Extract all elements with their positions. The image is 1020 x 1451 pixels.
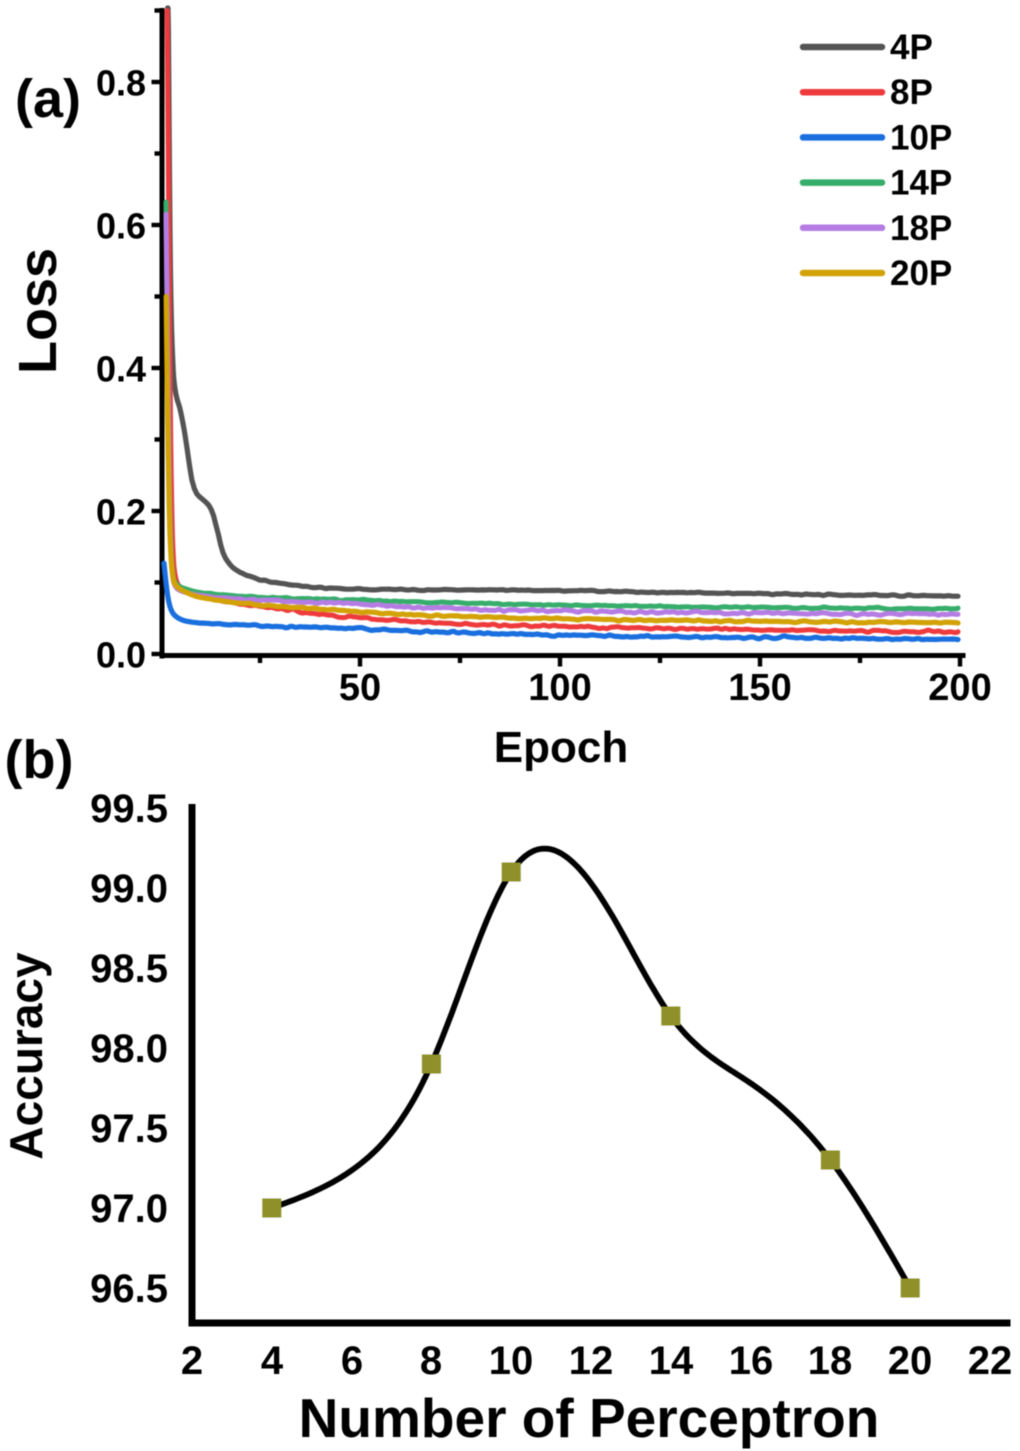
svg-text:100: 100 xyxy=(528,667,591,709)
svg-text:8P: 8P xyxy=(890,73,933,112)
svg-text:10P: 10P xyxy=(890,118,952,157)
svg-text:18P: 18P xyxy=(890,209,952,248)
svg-text:Accuracy: Accuracy xyxy=(0,952,52,1160)
svg-text:98.0: 98.0 xyxy=(90,1027,168,1071)
svg-text:Number of Perceptron: Number of Perceptron xyxy=(299,1387,880,1449)
svg-text:12: 12 xyxy=(569,1339,614,1383)
svg-text:99.5: 99.5 xyxy=(90,787,168,831)
svg-text:150: 150 xyxy=(728,667,791,709)
svg-text:18: 18 xyxy=(808,1339,853,1383)
svg-text:(a): (a) xyxy=(15,69,81,129)
svg-text:2: 2 xyxy=(181,1339,203,1383)
svg-text:0.4: 0.4 xyxy=(96,349,146,390)
svg-text:Epoch: Epoch xyxy=(494,723,628,772)
svg-text:0.8: 0.8 xyxy=(96,63,146,104)
svg-text:22: 22 xyxy=(968,1339,1013,1383)
svg-text:97.0: 97.0 xyxy=(90,1187,168,1231)
svg-text:14P: 14P xyxy=(890,164,952,203)
svg-text:0.0: 0.0 xyxy=(96,635,146,676)
svg-text:0.6: 0.6 xyxy=(96,206,146,247)
svg-text:10: 10 xyxy=(489,1339,534,1383)
svg-text:16: 16 xyxy=(729,1339,774,1383)
svg-text:96.5: 96.5 xyxy=(90,1267,168,1311)
svg-text:98.5: 98.5 xyxy=(90,947,168,991)
svg-text:14: 14 xyxy=(649,1339,694,1383)
svg-text:4: 4 xyxy=(261,1339,284,1383)
svg-text:0.2: 0.2 xyxy=(96,492,146,533)
svg-text:99.0: 99.0 xyxy=(90,867,168,911)
svg-text:200: 200 xyxy=(928,667,991,709)
svg-text:50: 50 xyxy=(339,667,381,709)
svg-text:20: 20 xyxy=(888,1339,933,1383)
svg-text:Loss: Loss xyxy=(8,248,68,374)
svg-text:20P: 20P xyxy=(890,254,952,293)
svg-text:97.5: 97.5 xyxy=(90,1107,168,1151)
svg-text:8: 8 xyxy=(420,1339,442,1383)
svg-text:6: 6 xyxy=(341,1339,363,1383)
svg-text:(b): (b) xyxy=(5,730,74,790)
svg-text:4P: 4P xyxy=(890,28,933,67)
